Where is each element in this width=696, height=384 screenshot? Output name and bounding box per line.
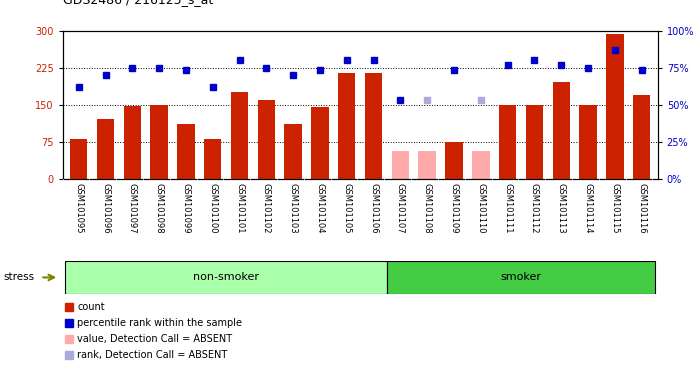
Bar	[177, 124, 195, 179]
Bar	[124, 106, 141, 179]
Bar	[579, 105, 596, 179]
Text: GSM101099: GSM101099	[182, 183, 191, 233]
Text: GSM101109: GSM101109	[450, 183, 459, 233]
Text: GSM101105: GSM101105	[342, 183, 351, 233]
Text: GSM101097: GSM101097	[128, 183, 137, 233]
Text: GSM101104: GSM101104	[315, 183, 324, 233]
Bar	[365, 73, 382, 179]
Bar	[97, 119, 114, 179]
Bar	[258, 100, 275, 179]
Text: GSM101098: GSM101098	[155, 183, 164, 233]
Text: GSM101100: GSM101100	[208, 183, 217, 233]
Bar	[70, 139, 88, 179]
Bar	[633, 95, 650, 179]
Bar	[392, 151, 409, 179]
Text: GSM101116: GSM101116	[637, 183, 646, 233]
Text: value, Detection Call = ABSENT: value, Detection Call = ABSENT	[77, 334, 232, 344]
Bar	[65, 261, 387, 294]
Text: percentile rank within the sample: percentile rank within the sample	[77, 318, 242, 328]
Text: non-smoker: non-smoker	[193, 272, 259, 283]
Bar	[445, 142, 463, 179]
Text: GSM101106: GSM101106	[369, 183, 378, 233]
Text: GDS2486 / 216125_s_at: GDS2486 / 216125_s_at	[63, 0, 213, 6]
Text: GSM101113: GSM101113	[557, 183, 566, 233]
Bar	[311, 107, 329, 179]
Text: count: count	[77, 302, 105, 312]
Text: GSM101101: GSM101101	[235, 183, 244, 233]
Bar	[499, 105, 516, 179]
Text: GSM101115: GSM101115	[610, 183, 619, 233]
Text: GSM101107: GSM101107	[396, 183, 405, 233]
Text: smoker: smoker	[500, 272, 541, 283]
Text: GSM101096: GSM101096	[101, 183, 110, 233]
Bar	[606, 34, 624, 179]
Bar	[472, 151, 489, 179]
Text: GSM101111: GSM101111	[503, 183, 512, 233]
Text: stress: stress	[3, 272, 35, 283]
Text: GSM101108: GSM101108	[422, 183, 432, 233]
Text: GSM101114: GSM101114	[583, 183, 592, 233]
Bar	[285, 124, 302, 179]
Bar	[338, 73, 356, 179]
Text: rank, Detection Call = ABSENT: rank, Detection Call = ABSENT	[77, 349, 228, 359]
Bar	[418, 151, 436, 179]
Bar	[231, 92, 248, 179]
Text: GSM101103: GSM101103	[289, 183, 298, 233]
Text: GSM101112: GSM101112	[530, 183, 539, 233]
Bar	[387, 261, 655, 294]
Bar	[204, 139, 221, 179]
Text: GSM101102: GSM101102	[262, 183, 271, 233]
Bar	[525, 105, 543, 179]
Text: GSM101095: GSM101095	[74, 183, 84, 233]
Bar	[150, 105, 168, 179]
Text: GSM101110: GSM101110	[476, 183, 485, 233]
Bar	[553, 83, 570, 179]
